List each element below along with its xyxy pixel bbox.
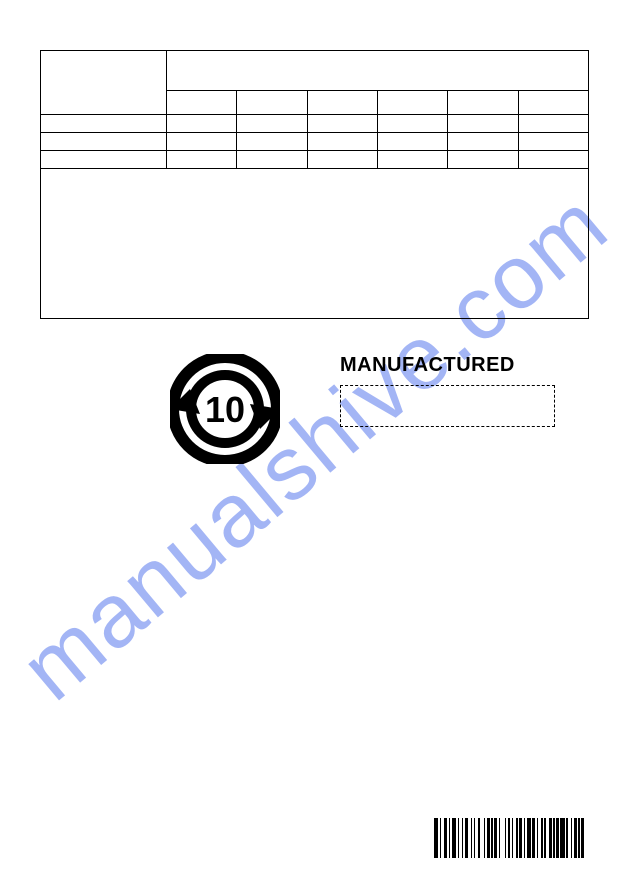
table-cell (237, 151, 307, 169)
table-cell (307, 91, 377, 115)
barcode (434, 818, 589, 858)
table-cell (378, 91, 448, 115)
table-row (41, 115, 589, 133)
table-cell (518, 115, 588, 133)
table-cell (41, 169, 589, 319)
table-row (41, 169, 589, 319)
table-row (41, 151, 589, 169)
manufactured-label: MANUFACTURED (340, 354, 555, 377)
barcode-bar (584, 818, 588, 858)
manufactured-block: MANUFACTURED (340, 354, 555, 427)
table-cell (237, 133, 307, 151)
table-cell (41, 51, 167, 115)
table-cell (167, 91, 237, 115)
table-row (41, 133, 589, 151)
table-cell (378, 115, 448, 133)
table-cell (307, 133, 377, 151)
table-cell (237, 91, 307, 115)
table-cell (41, 133, 167, 151)
recycle-10-icon: 10 (170, 354, 280, 464)
table-cell (518, 91, 588, 115)
content-area: 10 MANUFACTURED (0, 0, 629, 464)
table-cell (41, 151, 167, 169)
table-cell (307, 115, 377, 133)
page-root: manualshive.com (0, 0, 629, 893)
table-cell (448, 133, 518, 151)
table-cell (378, 151, 448, 169)
spec-table (40, 50, 589, 319)
table-cell (307, 151, 377, 169)
table-cell (378, 133, 448, 151)
recycle-number: 10 (205, 389, 245, 430)
table-cell (518, 151, 588, 169)
table-cell (41, 115, 167, 133)
table-cell (518, 133, 588, 151)
table-cell (167, 133, 237, 151)
table-cell (448, 115, 518, 133)
table-cell (167, 51, 589, 91)
table-cell (448, 151, 518, 169)
icon-row: 10 MANUFACTURED (40, 354, 589, 464)
table-cell (167, 115, 237, 133)
manufactured-date-box (340, 385, 555, 427)
table-row (41, 51, 589, 91)
table-cell (167, 151, 237, 169)
table-cell (237, 115, 307, 133)
table-cell (448, 91, 518, 115)
